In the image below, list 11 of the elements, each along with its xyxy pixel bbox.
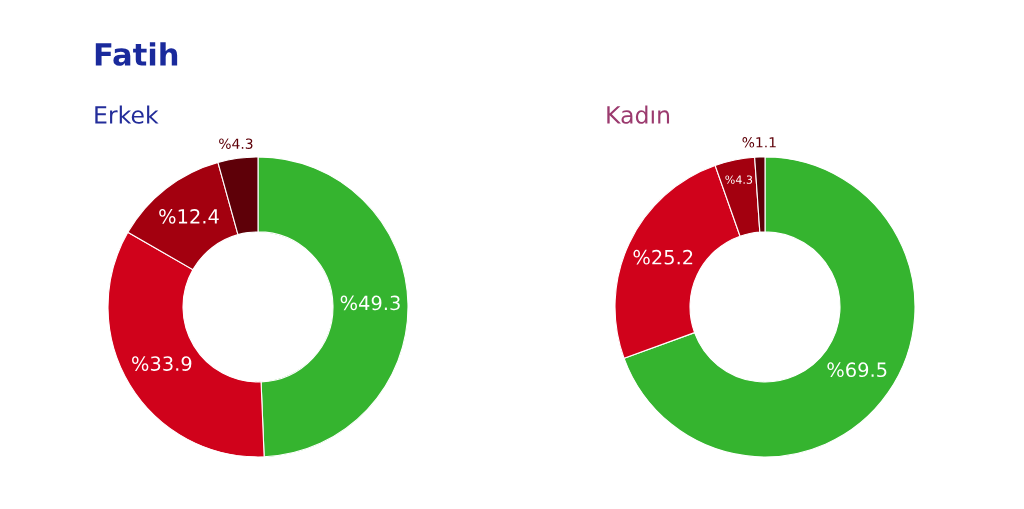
data-label: %12.4 xyxy=(159,209,219,224)
chart-subtitle: Kadın xyxy=(607,105,670,124)
chart-subtitle: Erkek xyxy=(95,105,159,124)
data-label: %25.2 xyxy=(633,249,693,265)
data-label: %4.3 xyxy=(219,138,253,149)
data-label: %4.3 xyxy=(725,175,753,184)
data-label: %33.9 xyxy=(132,356,192,371)
data-label: %1.1 xyxy=(742,137,776,148)
data-label: %49.3 xyxy=(340,295,400,311)
data-label: %69.5 xyxy=(827,362,887,378)
chart-title: Fatih xyxy=(95,42,178,66)
